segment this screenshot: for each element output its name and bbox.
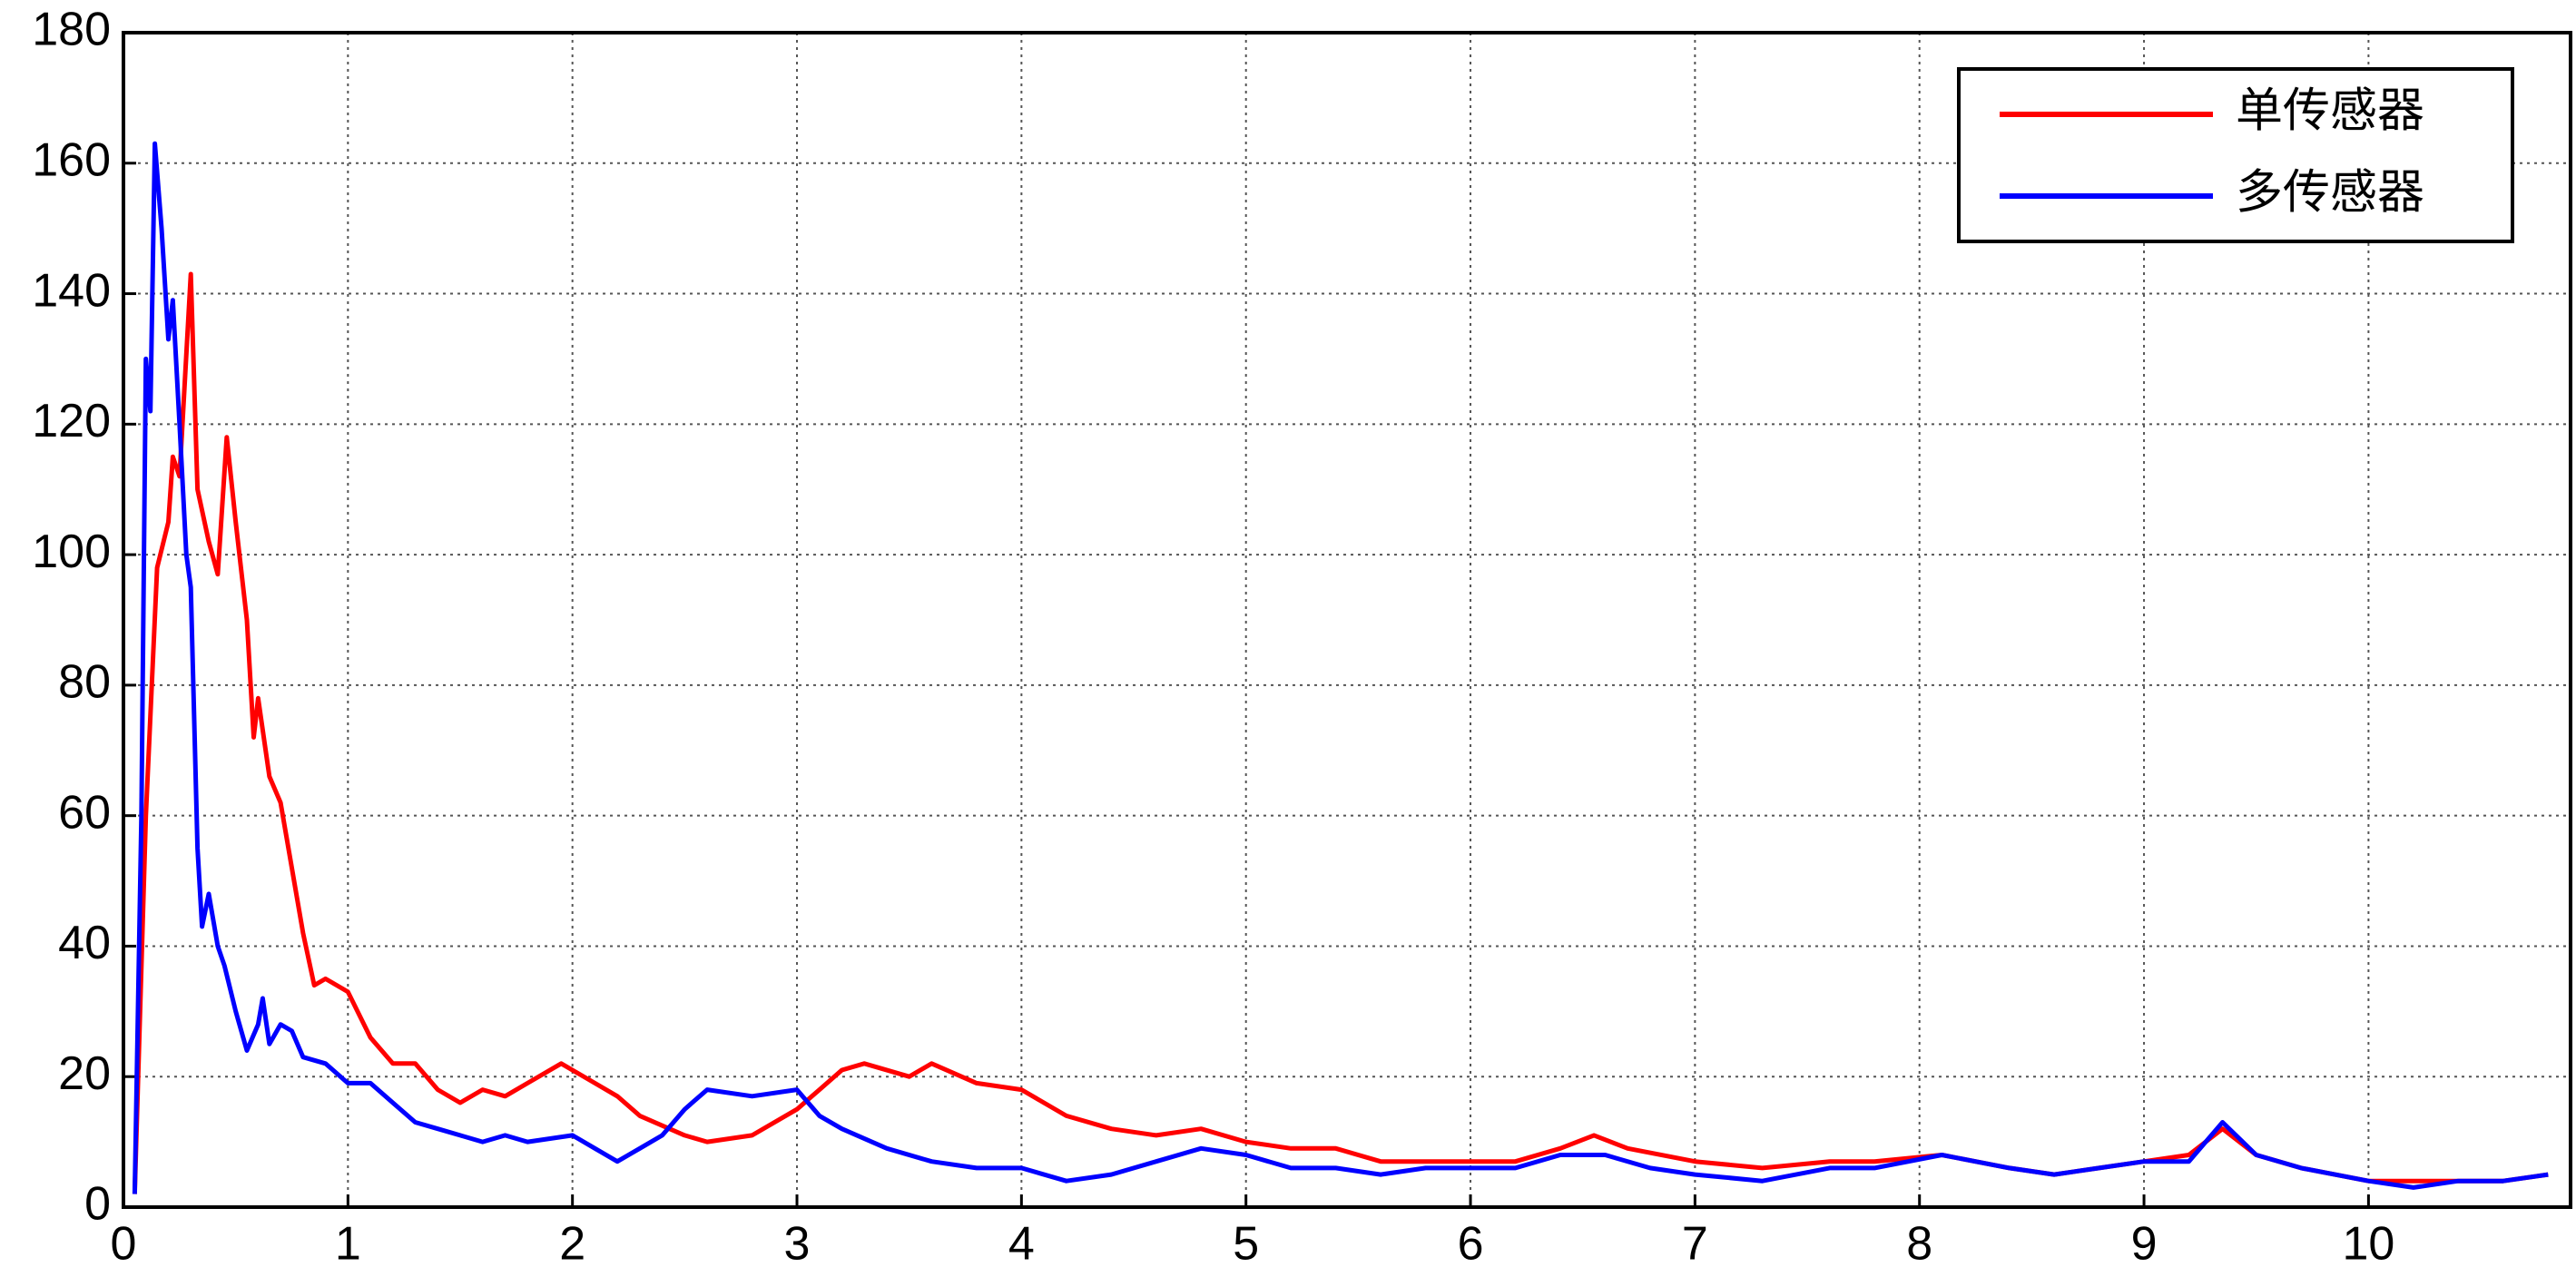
x-tick-label: 3: [784, 1218, 811, 1271]
x-tick-label: 9: [2131, 1218, 2158, 1271]
plot-frame: [122, 31, 2572, 1209]
y-tick-label: 60: [58, 786, 111, 839]
x-tick-label: 7: [1682, 1218, 1708, 1271]
x-tick-label: 5: [1233, 1218, 1259, 1271]
y-tick-label: 0: [84, 1178, 111, 1231]
x-tick-label: 10: [2342, 1218, 2394, 1271]
x-tick-label: 0: [111, 1218, 137, 1271]
x-tick-label: 8: [1906, 1218, 1932, 1271]
legend-label: 单传感器: [2236, 85, 2424, 138]
y-tick-label: 140: [32, 264, 111, 317]
y-tick-label: 40: [58, 917, 111, 969]
x-tick-label: 6: [1458, 1218, 1484, 1271]
y-tick-label: 160: [32, 134, 111, 187]
x-tick-label: 1: [335, 1218, 361, 1271]
legend-label: 多传感器: [2236, 167, 2424, 220]
y-tick-label: 120: [32, 395, 111, 447]
x-tick-label: 2: [559, 1218, 585, 1271]
x-tick-label: 4: [1008, 1218, 1035, 1271]
y-tick-label: 100: [32, 526, 111, 578]
y-tick-label: 180: [32, 4, 111, 56]
y-tick-label: 80: [58, 656, 111, 709]
data-line: [132, 141, 2549, 1194]
y-tick-label: 20: [58, 1047, 111, 1100]
legend-box: [1957, 67, 2514, 243]
